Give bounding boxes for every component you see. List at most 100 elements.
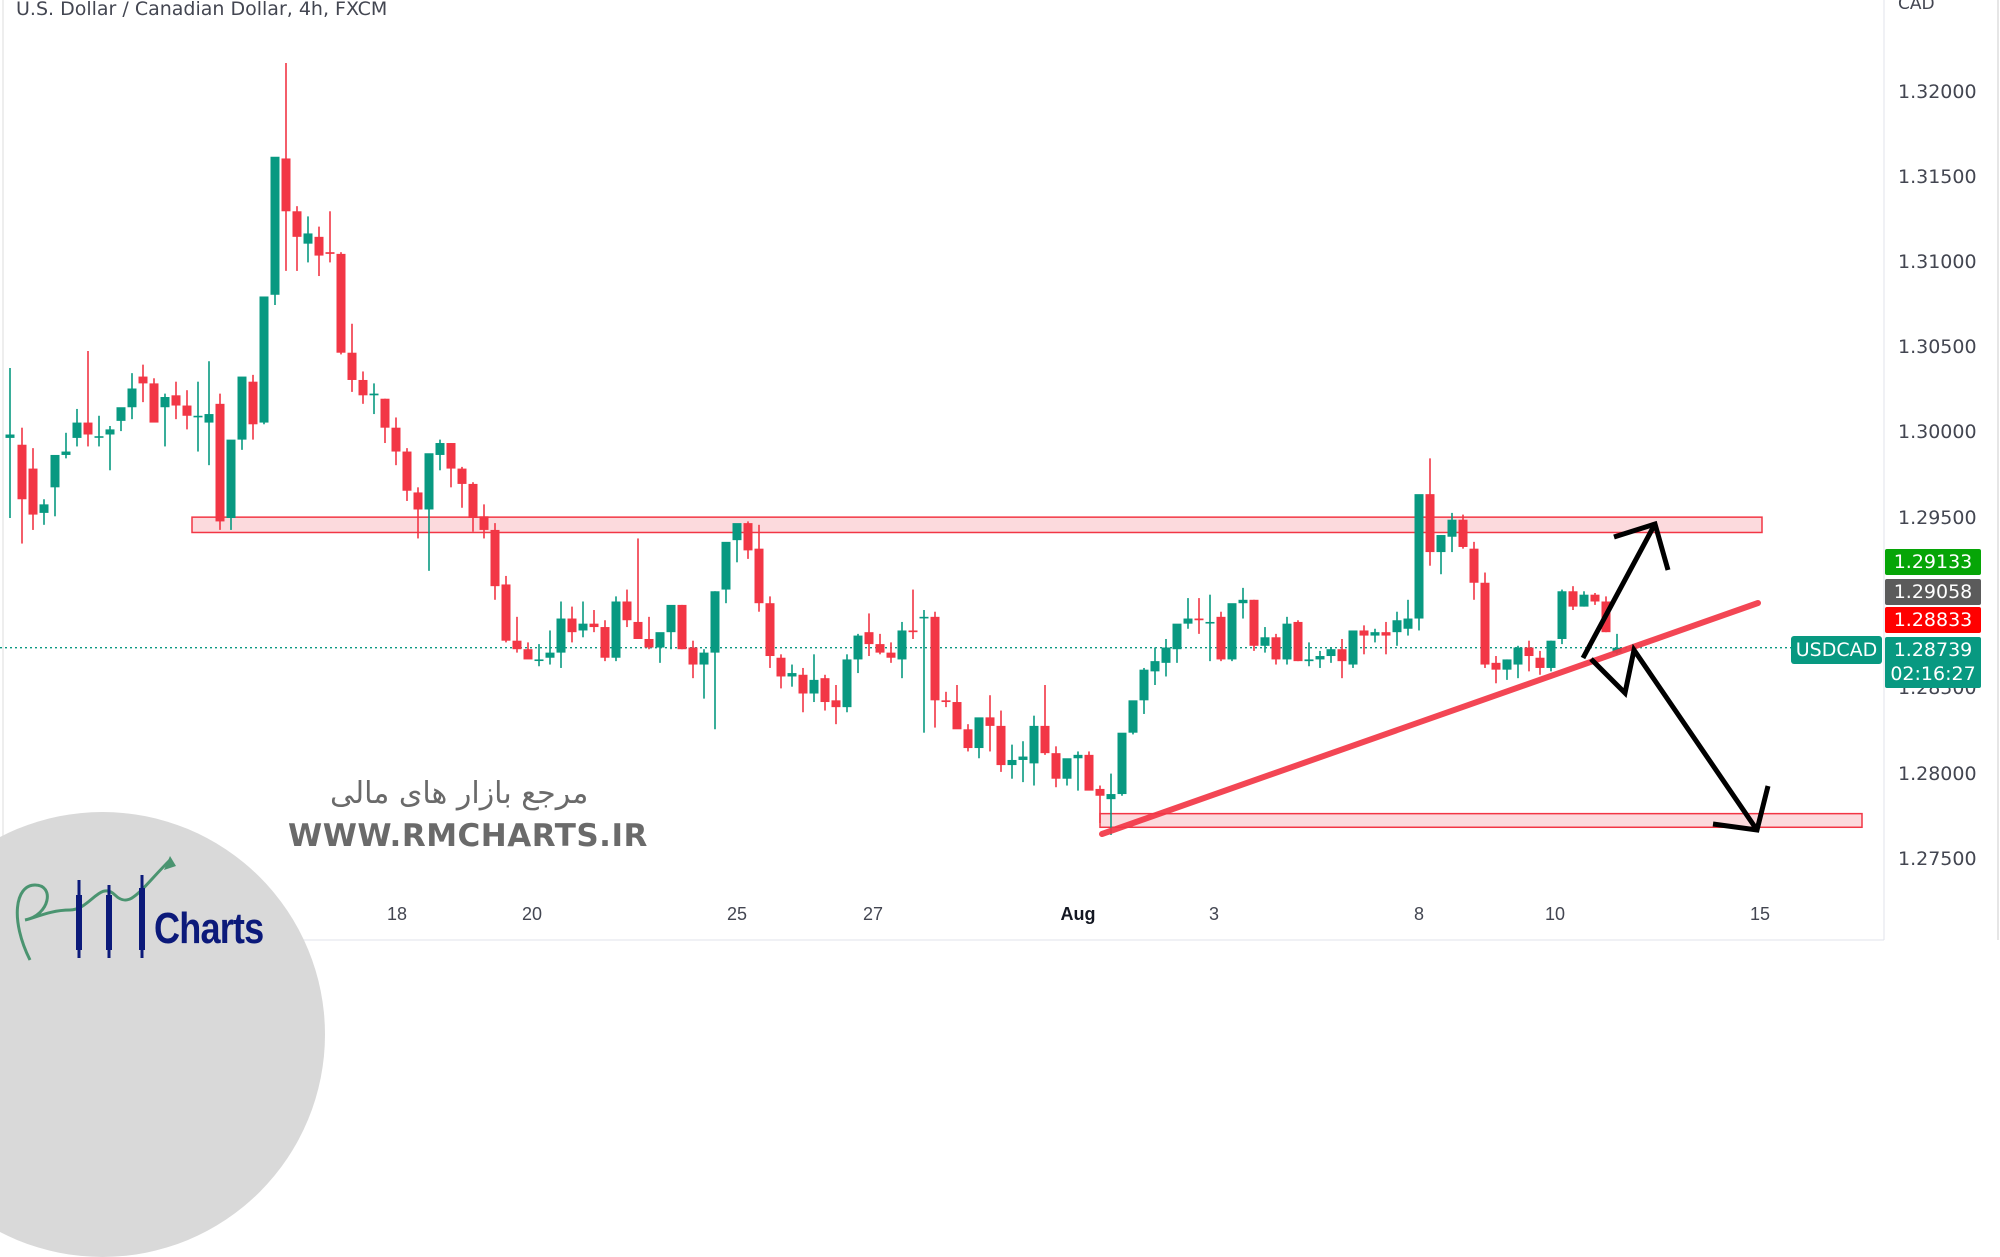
candle [1392, 611, 1402, 646]
candle [1183, 598, 1193, 629]
candle [1007, 744, 1017, 779]
candle [160, 393, 170, 447]
candle [1579, 591, 1589, 607]
candle [270, 156, 280, 305]
time-axis-label: 3 [1208, 904, 1220, 924]
bearish-arrow[interactable] [1589, 643, 1771, 833]
candle [578, 601, 588, 638]
candle [908, 589, 918, 639]
time-axis-label: 18 [386, 904, 408, 924]
candle [1095, 785, 1105, 824]
candle [1403, 599, 1413, 636]
candle [50, 454, 60, 517]
candle [446, 443, 456, 488]
candle [875, 633, 885, 655]
candle [325, 211, 335, 263]
candle [303, 216, 313, 263]
candle [1469, 541, 1479, 600]
candle [1084, 751, 1094, 791]
rm-logo-icon [15, 856, 176, 961]
price-axis-label: 1.31000 [1898, 251, 1977, 273]
logo-text: Charts [154, 904, 264, 953]
candle [545, 630, 555, 665]
ascending-trendline[interactable] [1099, 600, 1761, 837]
candle [1282, 616, 1292, 665]
candles-layer [5, 63, 1622, 835]
candle [1216, 611, 1226, 662]
candle [1249, 599, 1259, 651]
candle [1194, 598, 1204, 634]
candle [413, 487, 423, 539]
candle [1491, 656, 1501, 684]
price-tag-mid: 1.29058 [1885, 579, 1981, 605]
candle [820, 674, 830, 711]
candle [468, 482, 478, 532]
candle [149, 378, 159, 423]
candle [776, 654, 786, 689]
candle [732, 523, 742, 563]
bar-countdown: 02:16:27 [1890, 663, 1976, 685]
candle [1535, 650, 1545, 675]
candle [831, 684, 841, 725]
candle [479, 504, 489, 539]
candle [556, 601, 566, 668]
candle [897, 621, 907, 679]
arrows-layer[interactable] [1580, 520, 1771, 833]
candle [512, 616, 522, 653]
price-axis-label: 1.30000 [1898, 421, 1977, 443]
candle [1436, 535, 1446, 575]
candle [248, 374, 258, 440]
candle [83, 351, 93, 447]
candle [1161, 638, 1171, 677]
candle [1304, 642, 1314, 667]
candle [809, 654, 819, 703]
candle [864, 613, 874, 657]
candle [996, 710, 1006, 772]
candle [1557, 589, 1567, 645]
price-axis-label: 1.32000 [1898, 81, 1977, 103]
time-axis-label: 15 [1749, 904, 1771, 924]
candle [193, 381, 203, 452]
candle [798, 667, 808, 713]
candle [1315, 650, 1325, 668]
candle [677, 604, 687, 650]
candle [1271, 633, 1281, 665]
candle [380, 398, 390, 444]
resistance-zone[interactable] [191, 516, 1763, 534]
price-chart-canvas[interactable] [0, 0, 2000, 1000]
candle [171, 381, 181, 420]
candle [94, 415, 104, 447]
candle [1546, 640, 1556, 672]
candle [666, 604, 676, 650]
last-price-value: 1.28739 [1893, 639, 1973, 661]
candle [1524, 640, 1534, 672]
candle [743, 521, 753, 559]
candle [1458, 514, 1468, 549]
time-axis-label: 27 [862, 904, 884, 924]
candle [688, 640, 698, 679]
candle [1381, 621, 1391, 655]
time-axis-label: 10 [1544, 904, 1566, 924]
zones-layer[interactable] [191, 516, 1863, 829]
candle [501, 575, 511, 643]
time-axis-label: Aug [1060, 904, 1096, 924]
candle [1480, 572, 1490, 668]
candle [61, 432, 71, 459]
candle [1293, 620, 1303, 662]
candle [644, 616, 654, 650]
candle [5, 368, 15, 518]
candle [402, 448, 412, 501]
bullish-arrow[interactable] [1580, 520, 1671, 660]
candle [952, 684, 962, 730]
candle [281, 63, 291, 271]
candle [358, 371, 368, 404]
candle [633, 538, 643, 639]
candle [457, 466, 467, 508]
candle [886, 642, 896, 663]
price-axis-label: 1.31500 [1898, 166, 1977, 188]
candle [589, 610, 599, 633]
candle [347, 323, 357, 392]
candle [754, 524, 764, 612]
candle [1172, 623, 1182, 663]
candle [314, 226, 324, 277]
